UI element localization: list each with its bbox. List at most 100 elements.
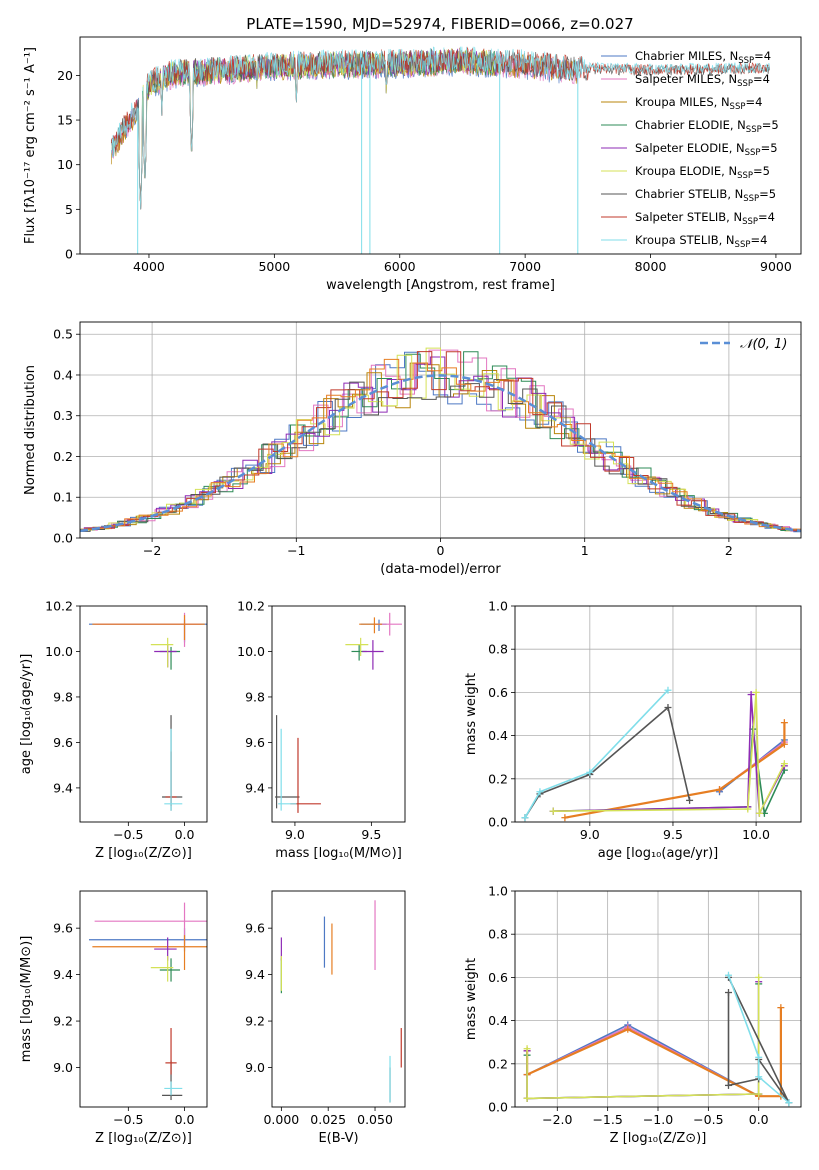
x-axis-label: age [log₁₀(age/yr)] [598,846,719,861]
y-axis-label: mass weight [464,673,479,755]
plot-area [523,971,793,1107]
residuals-panel: −2 −1 0 1 2 0.0 0.1 0.2 0.3 0.4 0.5 (data-model)/er… [23,321,802,577]
x-axis-label: E(B-V) [318,1131,358,1146]
gaussian-curve [80,374,801,533]
x-tick-label: 9.5 [361,827,381,842]
legend-rest: =4 [753,72,770,86]
legend-label: Salpeter MILES, NSSP=4 [635,72,770,89]
legend-rest: =5 [761,141,778,155]
x-tick-label: 9.0 [580,827,600,842]
y-tick-label: 9.0 [245,1060,265,1075]
legend-label: Salpeter STELIB, NSSP=4 [635,210,775,227]
histogram-series [80,379,801,532]
axes-frame [271,890,406,1108]
legend-label: 𝒩(0, 1) [740,337,787,352]
legend-subscript: SSP [737,79,753,89]
x-tick-label: −1.0 [643,1112,673,1127]
y-tick-label: 15 [57,113,73,128]
axes-frame [514,890,802,1108]
x-tick-label: 0.0 [175,827,195,842]
weight-vs-metallicity-panel: −2.0 −1.5 −1.0 −0.5 0.0 0.0 0.2 0.4 0.6 0.8 1.0 Z [… [464,884,802,1146]
legend-rest: =4 [750,233,767,247]
y-tick-label: 0.5 [53,327,73,342]
spectrum-line [136,48,501,201]
x-axis-label: (data-model)/error [380,562,501,577]
y-tick-label: 0.8 [488,927,508,942]
y-tick-label: 0.8 [488,642,508,657]
y-tick-label: 9.4 [245,780,265,795]
y-tick-label: 0.4 [53,367,73,382]
y-tick-label: 0.6 [488,970,508,985]
legend-rest: =5 [759,187,776,201]
legend-subscript: SSP [743,194,759,204]
legend-subscript: SSP [730,102,746,112]
legend-label: Kroupa STELIB, NSSP=4 [635,233,767,250]
legend-rest: =5 [753,164,770,178]
weight-line [526,981,760,1100]
x-axis-label: Z [log₁₀(Z/Z⊙)] [95,1131,192,1146]
y-tick-label: 1.0 [488,599,508,614]
spectrum-panel: Chabrier MILES, NSSP=4 Salpeter MILES, NS… [23,36,802,293]
plot-area [275,612,402,813]
axes-frame [271,605,406,823]
x-tick-label: 0.025 [310,1112,346,1127]
axes-frame [514,605,802,823]
x-tick-label: 9000 [760,259,792,274]
weight-vs-age-panel: 9.0 9.5 10.0 0.0 0.2 0.4 0.6 0.8 1.0 age [log₁₀(a… [464,599,802,861]
age-vs-mass-panel: 9.0 9.5 9.4 9.6 9.8 10.0 10.2 mass [log₁₀(M/M⊙)… [237,599,406,861]
y-axis-label: age [log₁₀(age/yr)] [19,654,34,775]
legend-subscript: SSP [745,148,761,158]
legend-rest: =4 [758,210,775,224]
x-axis-label: Z [log₁₀(Z/Z⊙)] [610,1131,707,1146]
y-tick-label: 9.6 [53,921,73,936]
legend-subscript: SSP [735,240,751,250]
x-axis-label: Z [log₁₀(Z/Z⊙)] [95,846,192,861]
y-tick-label: 20 [57,68,73,83]
y-tick-label: 10 [57,157,73,172]
legend-label: Chabrier STELIB, NSSP=5 [635,187,776,204]
plot-area [280,900,402,1103]
y-tick-label: 0.6 [488,685,508,700]
y-tick-label: 0.0 [488,815,508,830]
x-tick-label: 2 [725,543,733,558]
legend-subscript: SSP [742,217,758,227]
y-tick-label: 0.2 [488,1056,508,1071]
x-tick-label: 9.0 [285,827,305,842]
weight-line [524,706,691,819]
y-tick-label: 1.0 [488,884,508,899]
y-tick-label: 9.6 [245,735,265,750]
y-tick-label: 0.1 [53,490,73,505]
legend-label: Kroupa MILES, NSSP=4 [635,95,762,112]
axes-frame [79,36,802,255]
y-tick-label: 0.2 [53,449,73,464]
x-tick-label: 8000 [635,259,667,274]
x-tick-label: −1 [287,543,305,558]
x-tick-label: 7000 [509,259,541,274]
histogram-series [80,349,801,532]
mass-vs-ebv-panel: 0.000 0.025 0.050 9.0 9.2 9.4 9.6 E(B-V) [245,890,406,1146]
x-tick-label: −2.0 [542,1112,572,1127]
y-tick-label: 10.2 [237,599,265,614]
x-tick-label: −0.5 [113,827,143,842]
y-tick-label: 9.6 [53,735,73,750]
legend-rest: =4 [745,95,762,109]
y-tick-label: 9.2 [245,1014,265,1029]
y-tick-label: 0 [65,247,73,262]
x-tick-label: −0.5 [113,1112,143,1127]
plot-area [88,612,207,811]
axes-frame [79,890,208,1108]
x-tick-label: 9.5 [663,827,683,842]
legend-rest: =4 [754,49,771,63]
age-vs-metallicity-panel: −0.5 0.0 9.4 9.6 9.8 10.0 10.2 Z [log₁₀(Z/Z⊙)] a… [19,599,208,861]
axes-frame [79,321,802,539]
legend-label: Chabrier MILES, NSSP=4 [635,49,771,66]
legend-label: Kroupa ELODIE, NSSP=5 [635,164,770,181]
x-tick-label: 0.0 [749,1112,769,1127]
legend-subscript: SSP [746,125,762,135]
legend-rest: =5 [762,118,779,132]
y-tick-label: 0.4 [488,728,508,743]
x-axis-label: wavelength [Angstrom, rest frame] [326,278,555,293]
legend-subscript: SSP [737,171,753,181]
x-tick-label: 6000 [384,259,416,274]
